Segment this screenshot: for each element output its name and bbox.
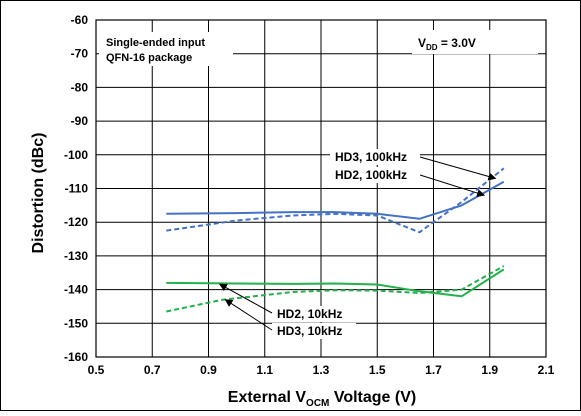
annotation-hd2-100k-text: HD2, 100kHz [335,168,407,182]
vdd-label: VDD = 3.0V [418,36,476,52]
annotation-hd2-100k: HD2, 100kHz [330,167,486,197]
y-tick-label: -120 [64,215,88,229]
plot-area-border [95,19,547,358]
x-axis-title-suffix: Voltage (V) [329,389,416,406]
y-axis-title: Distortion (dBc) [30,133,47,254]
annotation-hd2-10k-bg [272,306,356,322]
x-tick-label: 0.9 [200,363,217,377]
y-tick-label: -70 [71,47,89,61]
annotation-hd3-100k-arrow [419,156,497,181]
vdd-prefix: V [418,36,426,50]
annotation-hd3-100k-bg [330,149,420,165]
vdd-suffix: = 3.0V [438,36,476,50]
annotation-hd2-10k: HD2, 10kHz [218,283,356,322]
x-tick-label: 1.7 [425,363,442,377]
series-layer [166,167,505,313]
note-line-1: Single-ended input [106,37,205,49]
note-line-2: QFN-16 package [106,52,192,64]
x-tick-label: 1.3 [313,363,330,377]
vdd-subscript: DD [426,43,438,52]
series-line-hd2-10khz [166,268,505,298]
y-tick-label: -100 [64,148,88,162]
x-tick-label: 1.9 [481,363,498,377]
annotation-hd3-10k-arrow [224,299,273,331]
annotation-hd3-10k-bg [272,323,356,339]
y-tick-label: -60 [71,13,89,27]
note-box-background [99,32,233,66]
x-axis-title-subscript: OCM [306,398,329,409]
vdd-label-background [412,30,538,54]
series-line-hd3-100khz [166,167,505,234]
annotation-hd3-100k: HD3, 100kHz [330,149,497,181]
y-tick-label: -90 [71,114,89,128]
x-axis-title: External VOCM Voltage (V) [228,389,416,409]
annotation-hd3-10k-text: HD3, 10kHz [277,324,342,338]
y-tick-label: -160 [64,350,88,364]
x-tick-label: 2.1 [538,363,555,377]
y-tick-label: -110 [65,182,89,196]
series-line-hd3-10khz [166,265,505,313]
y-tick-label: -140 [64,283,88,297]
annotation-hd2-10k-arrow [218,283,273,314]
annotation-hd3-100k-text: HD3, 100kHz [335,150,407,164]
y-tick-label: -150 [64,316,88,330]
x-tick-label: 1.5 [369,363,386,377]
x-tick-label: 1.1 [256,363,273,377]
annotation-hd2-100k-bg [330,167,420,183]
x-axis-title-prefix: External V [228,389,307,406]
annotation-hd2-100k-arrow [419,174,486,197]
tick-labels: 0.5 0.7 0.9 1.1 1.3 1.5 1.7 1.9 2.1 -60 -70 -80 -90 -… [64,13,555,377]
note-box: Single-ended input QFN-16 package [99,32,233,66]
x-tick-label: 0.7 [144,363,161,377]
y-tick-label: -80 [71,80,89,94]
x-tick-label: 0.5 [88,363,105,377]
annotation-hd2-10k-text: HD2, 10kHz [277,307,342,321]
vdd-label-box: VDD = 3.0V [412,30,538,54]
annotation-hd3-10k: HD3, 10kHz [224,299,356,339]
y-tick-label: -130 [64,249,88,263]
